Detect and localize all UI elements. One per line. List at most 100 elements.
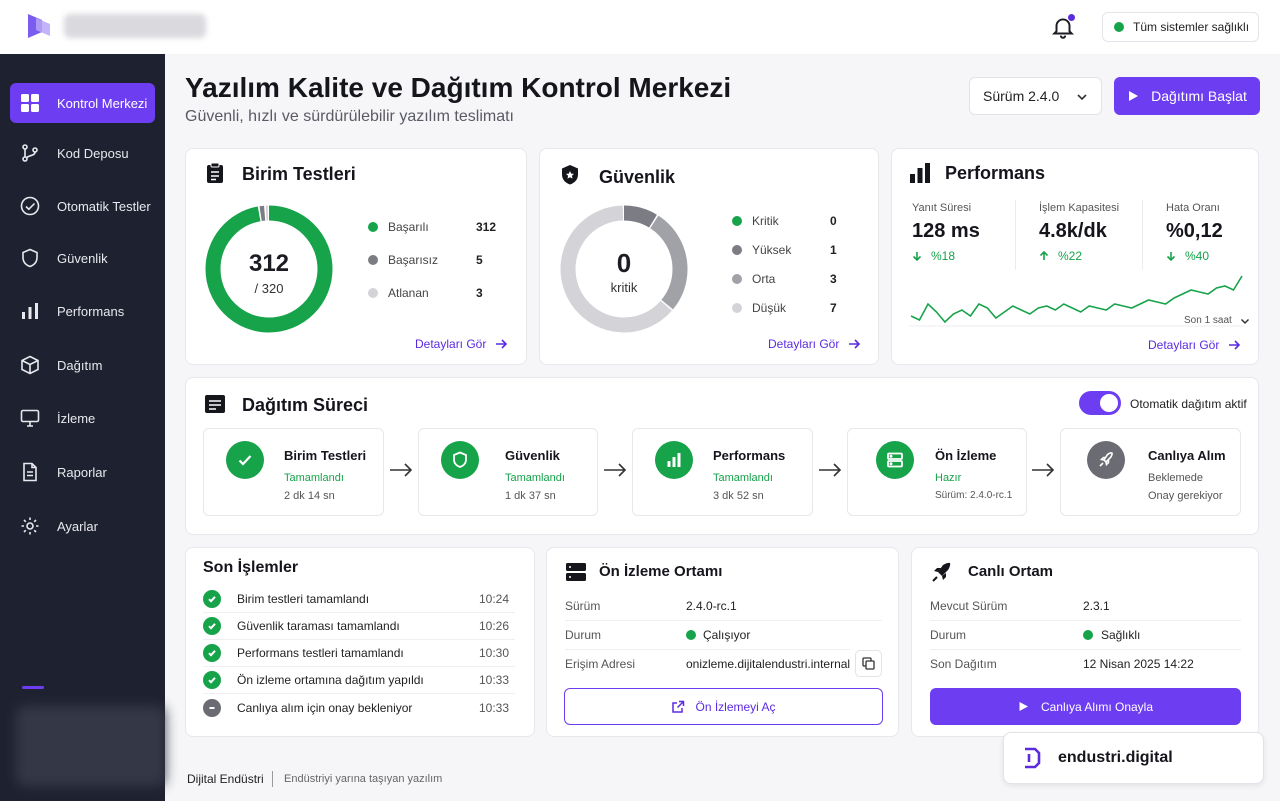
shield-icon: [562, 165, 578, 185]
legend-label: Kritik: [752, 214, 779, 228]
pipeline-step-unit-tests[interactable]: Birim Testleri Tamamlandı 2 dk 14 sn: [203, 428, 384, 516]
sidebar-item-performance[interactable]: Performans: [10, 291, 155, 331]
pipeline-step-preview[interactable]: Ön İzleme Hazır Sürüm: 2.4.0-rc.1: [847, 428, 1027, 516]
activity-time: 10:26: [478, 619, 509, 633]
rocket-icon: [932, 562, 951, 582]
pipeline-step-performance[interactable]: Performans Tamamlandı 3 dk 52 sn: [632, 428, 813, 516]
security-details-link[interactable]: Detayları Gör: [768, 337, 861, 351]
activity-item: Canlıya alım için onay bekleniyor 10:33: [203, 694, 515, 721]
donut-segment: [560, 205, 688, 333]
status-dot: [1114, 22, 1124, 32]
unit-tests-donut-center: 312 / 320: [224, 250, 314, 296]
metric-value: 4.8k/dk: [1039, 220, 1107, 242]
sidebar-item-security[interactable]: Güvenlik: [10, 238, 155, 278]
legend-item: Orta: [732, 272, 775, 286]
performance-sparkline: [909, 275, 1244, 327]
kv-key: Son Dağıtım: [930, 657, 997, 671]
check-icon: [238, 455, 252, 466]
legend-item: Başarısız: [368, 253, 438, 267]
pipeline-step-go-live[interactable]: Canlıya Alım Beklemede Onay gerekiyor: [1060, 428, 1241, 516]
donut-segment: [205, 205, 333, 333]
performance-details-link[interactable]: Detayları Gör: [1148, 338, 1241, 352]
watermark-badge[interactable]: endustri.digital: [1003, 732, 1264, 784]
sidebar-item-monitoring[interactable]: İzleme: [10, 398, 155, 438]
unit-tests-title: Birim Testleri: [242, 164, 356, 184]
kv-value: Çalışıyor: [686, 628, 750, 642]
arrow-down-icon: [912, 252, 922, 261]
legend-value: 0: [830, 214, 837, 228]
sidebar-item-deployment[interactable]: Dağıtım: [10, 345, 155, 385]
user-profile-area[interactable]: [16, 706, 166, 786]
notification-dot: [1068, 14, 1075, 21]
critical-label: kritik: [610, 280, 638, 295]
legend-value: 1: [830, 243, 837, 257]
status-dot: [686, 630, 696, 640]
unit-tests-card: [185, 148, 527, 365]
activity-text: Güvenlik taraması tamamlandı: [237, 619, 400, 633]
sidebar-item-label: Performans: [57, 303, 125, 319]
open-preview-button[interactable]: Ön İzlemeyi Aç: [564, 688, 883, 725]
step-icon: [1087, 441, 1125, 479]
legend-label: Orta: [752, 272, 776, 286]
activity-time: 10:33: [478, 673, 509, 687]
approve-go-live-button[interactable]: Canlıya Alımı Onayla: [930, 688, 1241, 725]
step-status: Tamamlandı: [284, 472, 344, 484]
sidebar-item-settings[interactable]: Ayarlar: [10, 506, 155, 546]
kv-value: 12 Nisan 2025 14:22: [1083, 657, 1194, 671]
kv-value: Sağlıklı: [1083, 628, 1140, 642]
system-status-text: Tüm sistemler sağlıklı: [1133, 20, 1250, 34]
arrow-right-icon: [819, 463, 842, 477]
external-link-icon: [672, 700, 685, 713]
preview-env-title: Ön İzleme Ortamı: [599, 563, 723, 580]
kv-key: Durum: [930, 628, 967, 642]
version-select[interactable]: Sürüm 2.4.0: [969, 77, 1102, 115]
access-url[interactable]: onizleme.dijitalendustri.internal: [686, 657, 851, 671]
bar-chart-icon: [667, 453, 681, 467]
app-logo-icon[interactable]: [22, 10, 54, 42]
legend-item: Başarılı: [368, 220, 429, 234]
donut-segment: [560, 205, 688, 333]
sidebar-accent-line: [22, 686, 44, 689]
arrow-down-icon: [1166, 252, 1176, 261]
check-circle-icon: [20, 196, 40, 216]
legend-item: Yüksek: [732, 243, 791, 257]
start-deployment-button[interactable]: Dağıtımı Başlat: [1114, 77, 1260, 115]
copy-icon: [862, 657, 875, 670]
time-range-label: Son 1 saat: [1184, 315, 1232, 326]
step-name: Ön İzleme: [935, 448, 997, 463]
bell-icon[interactable]: [1050, 14, 1076, 40]
play-icon: [1019, 702, 1028, 711]
sidebar-item-control-center[interactable]: Kontrol Merkezi: [10, 83, 155, 123]
sidebar-item-repository[interactable]: Kod Deposu: [10, 133, 155, 173]
legend-value: 3: [476, 286, 483, 300]
sparkline-series: [910, 275, 1243, 324]
step-detail: 2 dk 14 sn: [284, 490, 335, 502]
legend-item: Düşük: [732, 301, 786, 315]
page-title: Yazılım Kalite ve Dağıtım Kontrol Merkez…: [185, 72, 732, 103]
system-status-badge[interactable]: Tüm sistemler sağlıklı: [1102, 12, 1259, 42]
unit-tests-details-link[interactable]: Detayları Gör: [415, 337, 508, 351]
security-card: [539, 148, 879, 365]
footer-tagline: Endüstriyi yarına taşıyan yazılım: [284, 773, 443, 785]
activity-text: Performans testleri tamamlandı: [237, 646, 404, 660]
sidebar-item-label: Otomatik Testler: [57, 198, 151, 214]
check-icon: [203, 590, 221, 608]
step-status: Beklemede: [1148, 472, 1204, 484]
auto-deploy-toggle[interactable]: [1079, 391, 1121, 415]
sidebar-item-automated-tests[interactable]: Otomatik Testler: [10, 186, 155, 226]
metric-error-rate: Hata Oranı %0,12 %40: [1166, 202, 1223, 263]
play-icon: [1129, 91, 1139, 101]
sidebar-item-reports[interactable]: Raporlar: [10, 452, 155, 492]
kv-key: Durum: [565, 628, 602, 642]
unit-tests-total: / 320: [254, 281, 284, 296]
copy-url-button[interactable]: [855, 650, 882, 677]
legend-value: 3: [830, 272, 837, 286]
live-env-title: Canlı Ortam: [968, 563, 1054, 580]
pipeline-step-security[interactable]: Güvenlik Tamamlandı 1 dk 37 sn: [418, 428, 598, 516]
pipeline-title: Dağıtım Süreci: [242, 395, 369, 415]
divider: [930, 649, 1241, 650]
version-select-value: Sürüm 2.4.0: [983, 88, 1060, 104]
list-icon: [205, 395, 225, 413]
top-bar: Tüm sistemler sağlıklı: [0, 0, 1280, 54]
time-range-select[interactable]: Son 1 saat: [1184, 315, 1250, 326]
